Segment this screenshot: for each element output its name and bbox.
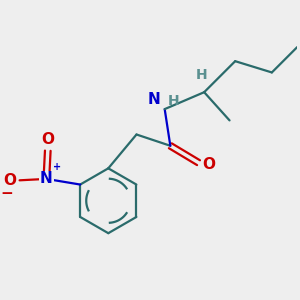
Text: −: − <box>1 186 13 201</box>
Text: O: O <box>3 173 16 188</box>
Text: +: + <box>53 162 62 172</box>
Text: N: N <box>148 92 160 107</box>
Text: H: H <box>196 68 207 82</box>
Text: O: O <box>41 132 54 147</box>
Text: H: H <box>167 94 179 108</box>
Text: N: N <box>40 171 53 186</box>
Text: O: O <box>202 157 215 172</box>
